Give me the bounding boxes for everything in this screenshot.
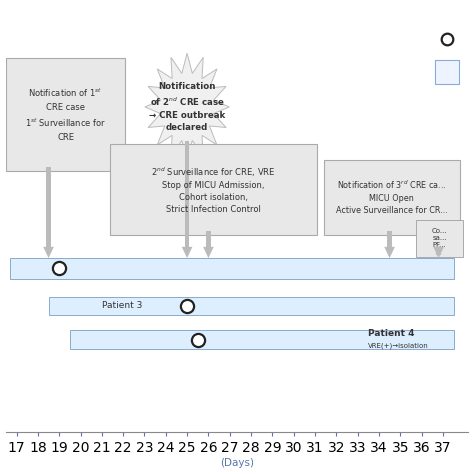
- FancyBboxPatch shape: [436, 60, 459, 84]
- FancyBboxPatch shape: [206, 231, 211, 247]
- FancyBboxPatch shape: [387, 231, 392, 247]
- Polygon shape: [43, 247, 54, 258]
- Text: Patient 3: Patient 3: [102, 301, 142, 310]
- Text: Co...
sa...
PF...: Co... sa... PF...: [432, 228, 447, 248]
- FancyBboxPatch shape: [48, 297, 454, 315]
- FancyBboxPatch shape: [416, 219, 463, 257]
- FancyBboxPatch shape: [323, 160, 460, 235]
- FancyBboxPatch shape: [436, 247, 441, 255]
- Polygon shape: [145, 53, 229, 161]
- Polygon shape: [203, 247, 214, 258]
- Text: Notification
of 2$^{nd}$ CRE case
→ CRE outbreak
declared: Notification of 2$^{nd}$ CRE case → CRE …: [149, 82, 225, 131]
- Point: [443, 36, 451, 43]
- Polygon shape: [384, 247, 395, 258]
- FancyBboxPatch shape: [185, 141, 190, 247]
- FancyBboxPatch shape: [70, 330, 454, 349]
- FancyBboxPatch shape: [46, 167, 51, 247]
- Polygon shape: [182, 247, 192, 258]
- FancyBboxPatch shape: [110, 145, 317, 235]
- Text: 2$^{nd}$ Surveillance for CRE, VRE
Stop of MICU Admission,
Cohort isolation,
Str: 2$^{nd}$ Surveillance for CRE, VRE Stop …: [151, 165, 276, 214]
- Text: Patient 4: Patient 4: [368, 329, 415, 338]
- Point: [183, 302, 191, 310]
- Text: Notification of 3$^{rd}$ CRE ca...
MICU Open
Active Surveillance for CR...: Notification of 3$^{rd}$ CRE ca... MICU …: [336, 179, 447, 215]
- Polygon shape: [433, 247, 444, 258]
- FancyBboxPatch shape: [10, 258, 454, 279]
- X-axis label: (Days): (Days): [220, 457, 254, 467]
- Text: VRE(+)→isolation: VRE(+)→isolation: [368, 343, 429, 349]
- Point: [55, 264, 63, 272]
- FancyBboxPatch shape: [6, 58, 125, 171]
- Text: Notification of 1$^{st}$
CRE case
1$^{st}$ Surveillance for
CRE: Notification of 1$^{st}$ CRE case 1$^{st…: [25, 87, 106, 142]
- Point: [194, 336, 201, 344]
